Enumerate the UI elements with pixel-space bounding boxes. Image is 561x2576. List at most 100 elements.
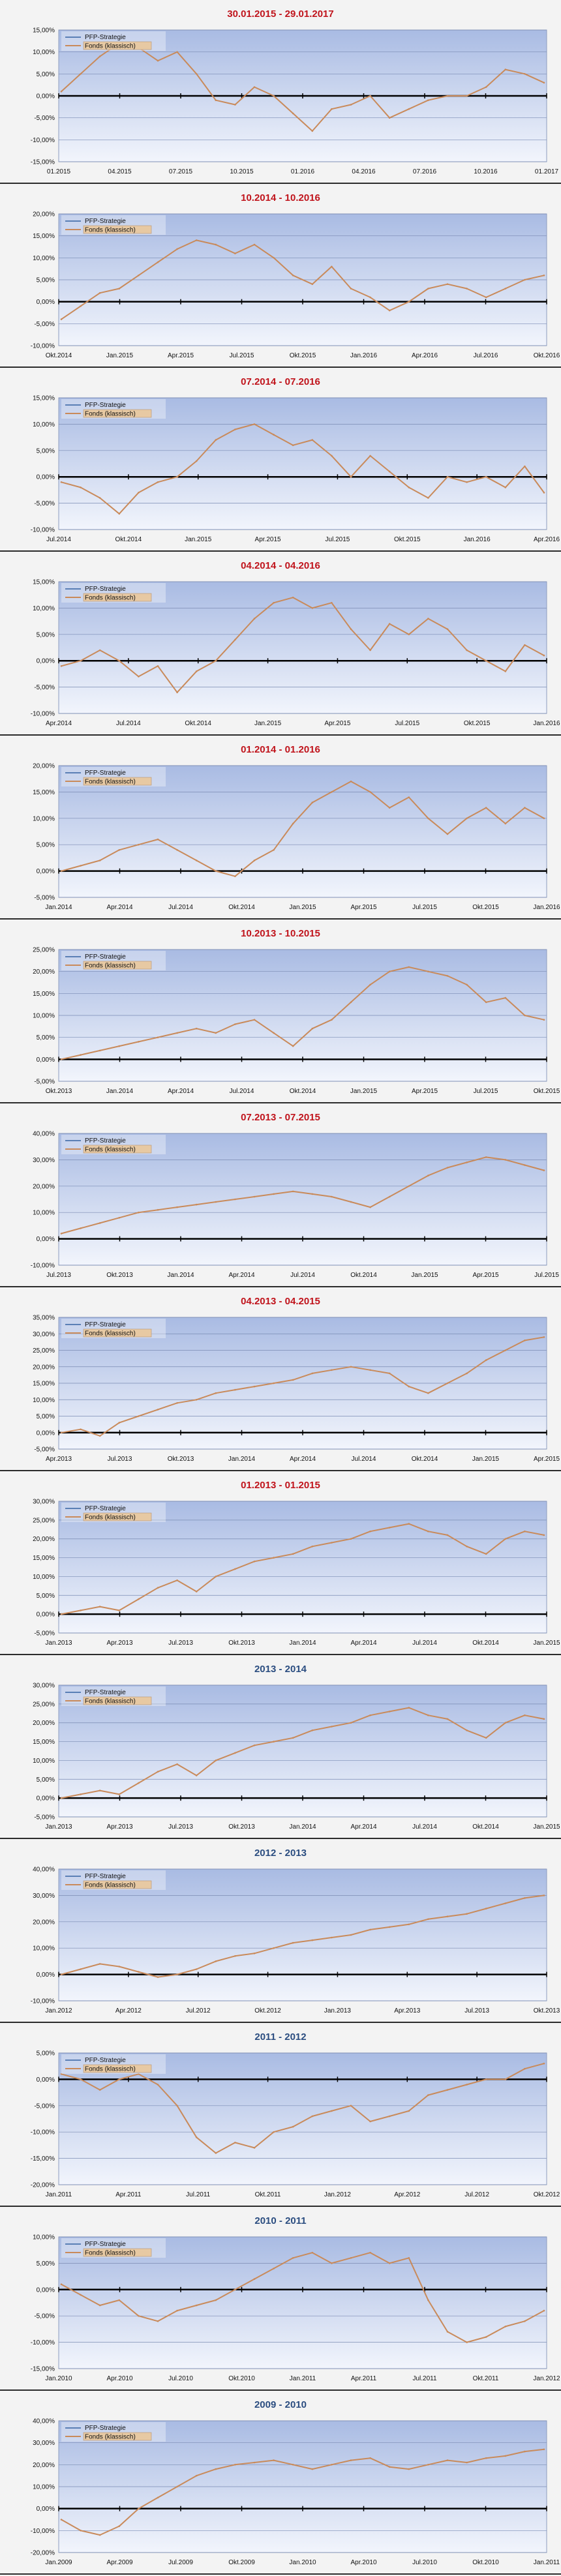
data-point bbox=[273, 2131, 275, 2133]
y-tick-label: 0,00% bbox=[37, 1430, 55, 1437]
x-tick-label: Apr.2013 bbox=[46, 1456, 72, 1463]
series-line-fund bbox=[61, 2063, 545, 2154]
x-tick-label: Jul.2011 bbox=[412, 2375, 437, 2382]
y-tick-label: 10,00% bbox=[33, 605, 55, 612]
data-point bbox=[485, 2336, 487, 2338]
x-tick-label: Okt.2016 bbox=[534, 352, 560, 359]
data-point bbox=[369, 2120, 371, 2123]
y-tick-label: 0,00% bbox=[37, 2076, 55, 2084]
y-tick-label: -15,00% bbox=[31, 159, 55, 166]
legend-highlight-fund bbox=[83, 1880, 152, 1889]
data-point bbox=[118, 513, 121, 515]
data-point bbox=[331, 2262, 333, 2264]
y-tick-label: -10,00% bbox=[31, 1998, 55, 2005]
x-tick-label: Okt.2014 bbox=[350, 1272, 377, 1279]
y-tick-label: 0,00% bbox=[37, 1611, 55, 1619]
data-point bbox=[446, 975, 449, 977]
x-tick-label: 10.2016 bbox=[474, 168, 498, 175]
y-tick-label: 40,00% bbox=[33, 1866, 55, 1874]
data-point bbox=[176, 1763, 178, 1765]
y-tick-label: 15,00% bbox=[33, 789, 55, 796]
data-point bbox=[273, 434, 275, 436]
x-tick-label: Okt.2013 bbox=[228, 1823, 255, 1831]
series-line-fund bbox=[61, 2252, 545, 2343]
x-tick-label: Jan.2010 bbox=[289, 2559, 316, 2566]
x-tick-label: Apr.2015 bbox=[324, 720, 350, 727]
data-point bbox=[234, 1023, 236, 1025]
chart-svg: 01.2014 - 01.2016 -5,00% 0,00% 5,00% 10,00% 1… bbox=[33, 744, 560, 911]
legend: PFP-Strategie Fonds (klassisch) bbox=[61, 2238, 166, 2258]
data-point bbox=[176, 2104, 178, 2107]
x-tick-label: Okt.2012 bbox=[534, 2191, 560, 2198]
data-point bbox=[524, 465, 526, 468]
data-point bbox=[311, 801, 314, 803]
data-point bbox=[427, 1392, 429, 1394]
x-tick-label: Okt.2013 bbox=[228, 1640, 255, 1647]
y-tick-label: 30,00% bbox=[33, 1499, 55, 1506]
legend-highlight-fund bbox=[83, 41, 152, 50]
y-tick-label: 10,00% bbox=[33, 1210, 55, 1217]
data-point bbox=[80, 1054, 82, 1056]
legend: PFP-Strategie Fonds (klassisch) bbox=[61, 951, 166, 970]
x-tick-label: Jan.2015 bbox=[533, 1640, 560, 1647]
chart-title: 2013 - 2014 bbox=[254, 1664, 307, 1675]
data-point bbox=[99, 1222, 101, 1224]
y-tick-label: 5,00% bbox=[37, 277, 55, 284]
y-tick-label: 15,00% bbox=[33, 579, 55, 586]
legend-label-fund: Fonds (klassisch) bbox=[85, 411, 136, 418]
y-tick-label: 5,00% bbox=[37, 1413, 55, 1420]
data-point bbox=[176, 1579, 178, 1581]
data-point bbox=[215, 1392, 217, 1394]
chart-svg: 10.2013 - 10.2015 -5,00% 0,00% 5,00% 10,00% 1… bbox=[33, 928, 560, 1095]
data-point bbox=[195, 1027, 198, 1030]
data-point bbox=[543, 654, 545, 657]
y-tick-label: 30,00% bbox=[33, 1331, 55, 1338]
x-tick-label: Apr.2014 bbox=[228, 1272, 254, 1279]
y-tick-label: 15,00% bbox=[33, 395, 55, 402]
series-line-fund bbox=[61, 2448, 545, 2536]
x-tick-label: Jul.2014 bbox=[116, 720, 141, 727]
data-point bbox=[311, 283, 314, 285]
data-point bbox=[157, 1976, 159, 1978]
data-point bbox=[234, 1568, 236, 1570]
data-point bbox=[427, 497, 429, 499]
data-point bbox=[408, 2468, 410, 2470]
data-point bbox=[350, 1934, 352, 1936]
y-tick-label: 15,00% bbox=[33, 233, 55, 240]
legend-label-fund: Fonds (klassisch) bbox=[85, 595, 136, 602]
data-point bbox=[331, 1369, 333, 1371]
x-tick-label: Jan.2015 bbox=[472, 1456, 500, 1463]
data-point bbox=[543, 2309, 545, 2312]
x-tick-label: Jan.2013 bbox=[324, 2007, 352, 2014]
legend-label-strategy: PFP-Strategie bbox=[85, 2241, 126, 2248]
data-point bbox=[331, 455, 333, 457]
data-point bbox=[388, 2466, 391, 2468]
data-point bbox=[118, 849, 121, 851]
legend: PFP-Strategie Fonds (klassisch) bbox=[61, 2422, 166, 2442]
y-tick-label: -10,00% bbox=[31, 137, 55, 144]
data-point bbox=[273, 1382, 275, 1385]
data-point bbox=[292, 1553, 294, 1555]
legend-label-strategy: PFP-Strategie bbox=[85, 1689, 126, 1696]
y-tick-label: 40,00% bbox=[33, 2418, 55, 2425]
data-point bbox=[195, 1203, 198, 1206]
data-point bbox=[176, 2485, 178, 2488]
data-point bbox=[350, 780, 352, 783]
x-tick-label: Jan.2014 bbox=[289, 1640, 316, 1647]
data-point bbox=[311, 1730, 314, 1731]
x-tick-label: Apr.2011 bbox=[115, 2191, 142, 2198]
data-point bbox=[485, 2457, 487, 2459]
x-tick-label: Jul.2015 bbox=[230, 352, 254, 359]
data-point bbox=[99, 292, 101, 294]
y-tick-label: 0,00% bbox=[37, 299, 55, 306]
data-point bbox=[350, 2257, 352, 2259]
data-point bbox=[234, 1752, 236, 1754]
chart-svg: 2009 - 2010 -20,00% -10,00% 0,00% 10,00% 20,0… bbox=[31, 2399, 560, 2566]
x-tick-label: Apr.2015 bbox=[534, 1456, 560, 1463]
data-point bbox=[195, 1591, 198, 1593]
x-tick-label: Jan.2013 bbox=[45, 1640, 72, 1647]
data-point bbox=[446, 1718, 449, 1720]
x-tick-label: Jul.2015 bbox=[412, 904, 437, 911]
y-tick-label: 0,00% bbox=[37, 658, 55, 665]
data-point bbox=[331, 1726, 333, 1728]
